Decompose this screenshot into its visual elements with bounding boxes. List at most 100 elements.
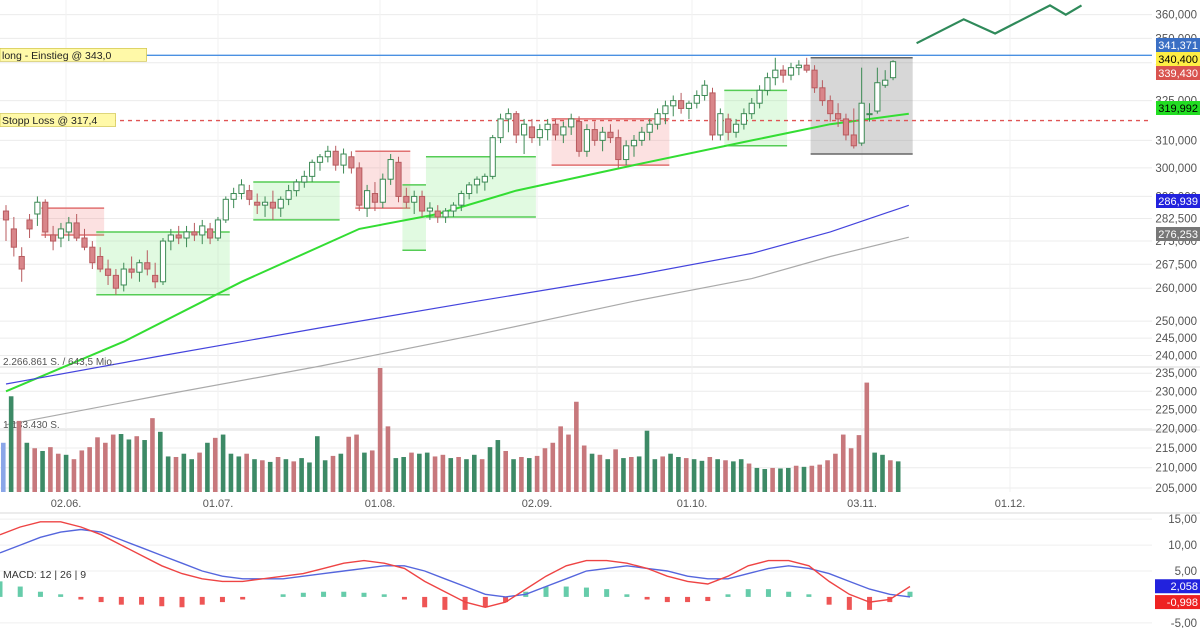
date-tick-label: 03.11. — [847, 498, 877, 510]
price-tag-label: 276,253 — [1158, 229, 1198, 241]
volume-bar — [432, 456, 438, 492]
candle-body — [732, 123, 740, 133]
volume-bar — [652, 459, 658, 492]
volume-bar — [63, 454, 69, 492]
macd-histogram-bar — [401, 596, 407, 600]
candle-body — [301, 175, 308, 183]
macd-histogram-bar — [300, 592, 306, 597]
macd-histogram-bar — [583, 587, 589, 597]
candle-body — [850, 134, 857, 147]
price-tick-label: 360,000 — [1155, 10, 1197, 22]
moving-average-line — [5, 236, 909, 426]
volume-bar — [472, 454, 477, 492]
volume-bar — [126, 439, 132, 492]
candle-body — [670, 100, 677, 107]
volume-bar — [338, 453, 344, 492]
volume-bar — [291, 461, 297, 492]
price-tick-label: 240,000 — [1155, 350, 1197, 362]
volume-bar — [440, 454, 446, 492]
moving-average-line — [5, 204, 909, 385]
price-tick-label: 267,500 — [1155, 259, 1197, 271]
volume-bar — [40, 450, 45, 492]
price-tag-box — [1156, 52, 1200, 66]
macd-histogram-bar — [139, 596, 145, 605]
candle-body — [764, 77, 771, 91]
volume-bar — [315, 436, 320, 492]
volume-bar — [362, 452, 367, 492]
macd-histogram-bar — [664, 596, 670, 603]
macd-tick-label: 15,00 — [1168, 514, 1197, 526]
volume-bar — [181, 453, 187, 492]
macd-histogram-bar — [361, 592, 367, 597]
candle-body — [842, 118, 850, 136]
volume-bar — [220, 434, 226, 492]
candle-body — [403, 195, 410, 203]
macd-histogram-bar — [806, 594, 812, 597]
price-tick-label: 310,000 — [1155, 135, 1197, 147]
macd-histogram-bar — [37, 591, 43, 597]
macd-histogram-bar — [17, 586, 23, 597]
volume-bar — [417, 453, 422, 492]
candle-body — [678, 100, 685, 109]
volume-bar — [754, 467, 760, 492]
date-tick-label: 02.06. — [51, 498, 82, 510]
date-tick-label: 01.07. — [203, 498, 234, 510]
candle-body — [65, 222, 72, 233]
candle-body — [285, 190, 292, 200]
macd-histogram-bar — [765, 589, 771, 597]
macd-histogram-bar — [341, 591, 347, 597]
volume-bar — [660, 456, 665, 492]
macd-histogram-bar — [199, 596, 205, 605]
candle-body — [26, 219, 33, 230]
date-tick-label: 01.12. — [995, 498, 1026, 510]
candle-body — [866, 113, 873, 116]
price-tag-label: 319,992 — [1158, 103, 1198, 115]
macd-tag-label: -0,998 — [1167, 597, 1198, 609]
volume-bar — [731, 461, 736, 492]
volume-bar — [173, 456, 179, 492]
macd-histogram-bar — [462, 596, 468, 610]
macd-tag-box — [1155, 595, 1200, 610]
candle-body — [293, 181, 300, 192]
volume-bar — [260, 460, 265, 492]
date-axis: 02.06. 01.07. 01.08. 02.09. 01.10. 03.11. 01.1… — [51, 498, 1026, 510]
price-axis: 360,000350,000340,000325,000310,000300,0… — [1155, 10, 1197, 495]
volume-bar — [566, 434, 571, 492]
candle-body — [175, 234, 182, 239]
price-tick-label: 220,000 — [1155, 424, 1197, 436]
candle-body — [434, 210, 441, 218]
volume-bar — [801, 466, 807, 492]
macd-histogram-bar — [725, 594, 731, 597]
volume-bar — [613, 449, 618, 492]
candle-body — [623, 145, 630, 161]
macd-histogram-bar — [219, 596, 225, 603]
candle-body — [858, 102, 865, 144]
candle-body — [725, 118, 732, 133]
macd-tag-label: 2,058 — [1170, 581, 1198, 593]
volume-bar — [817, 464, 822, 492]
macd-histogram-bar — [442, 596, 448, 610]
macd-histogram-bar — [280, 594, 286, 597]
candle-body — [473, 178, 481, 186]
price-tick-label: 230,000 — [1155, 386, 1197, 398]
candle-body — [497, 118, 504, 139]
volume-bar — [456, 456, 461, 492]
trade-zones — [41, 57, 913, 296]
candle-body — [591, 129, 598, 141]
candle-body — [795, 64, 802, 69]
macd-histogram-bar — [321, 591, 327, 597]
candle-body — [615, 137, 622, 161]
volume-bar — [715, 459, 720, 492]
macd-histogram-bar — [98, 596, 104, 603]
price-tick-label: 210,000 — [1155, 463, 1197, 475]
volume-bar — [212, 437, 218, 492]
candle-body — [364, 190, 371, 209]
volume-bar — [393, 458, 399, 492]
candle-body — [387, 159, 394, 180]
candle-body — [191, 231, 198, 236]
macd-histogram-bar — [604, 589, 610, 597]
candle-body — [882, 79, 889, 86]
volume-bar — [24, 442, 30, 492]
volume-bar — [16, 420, 22, 492]
